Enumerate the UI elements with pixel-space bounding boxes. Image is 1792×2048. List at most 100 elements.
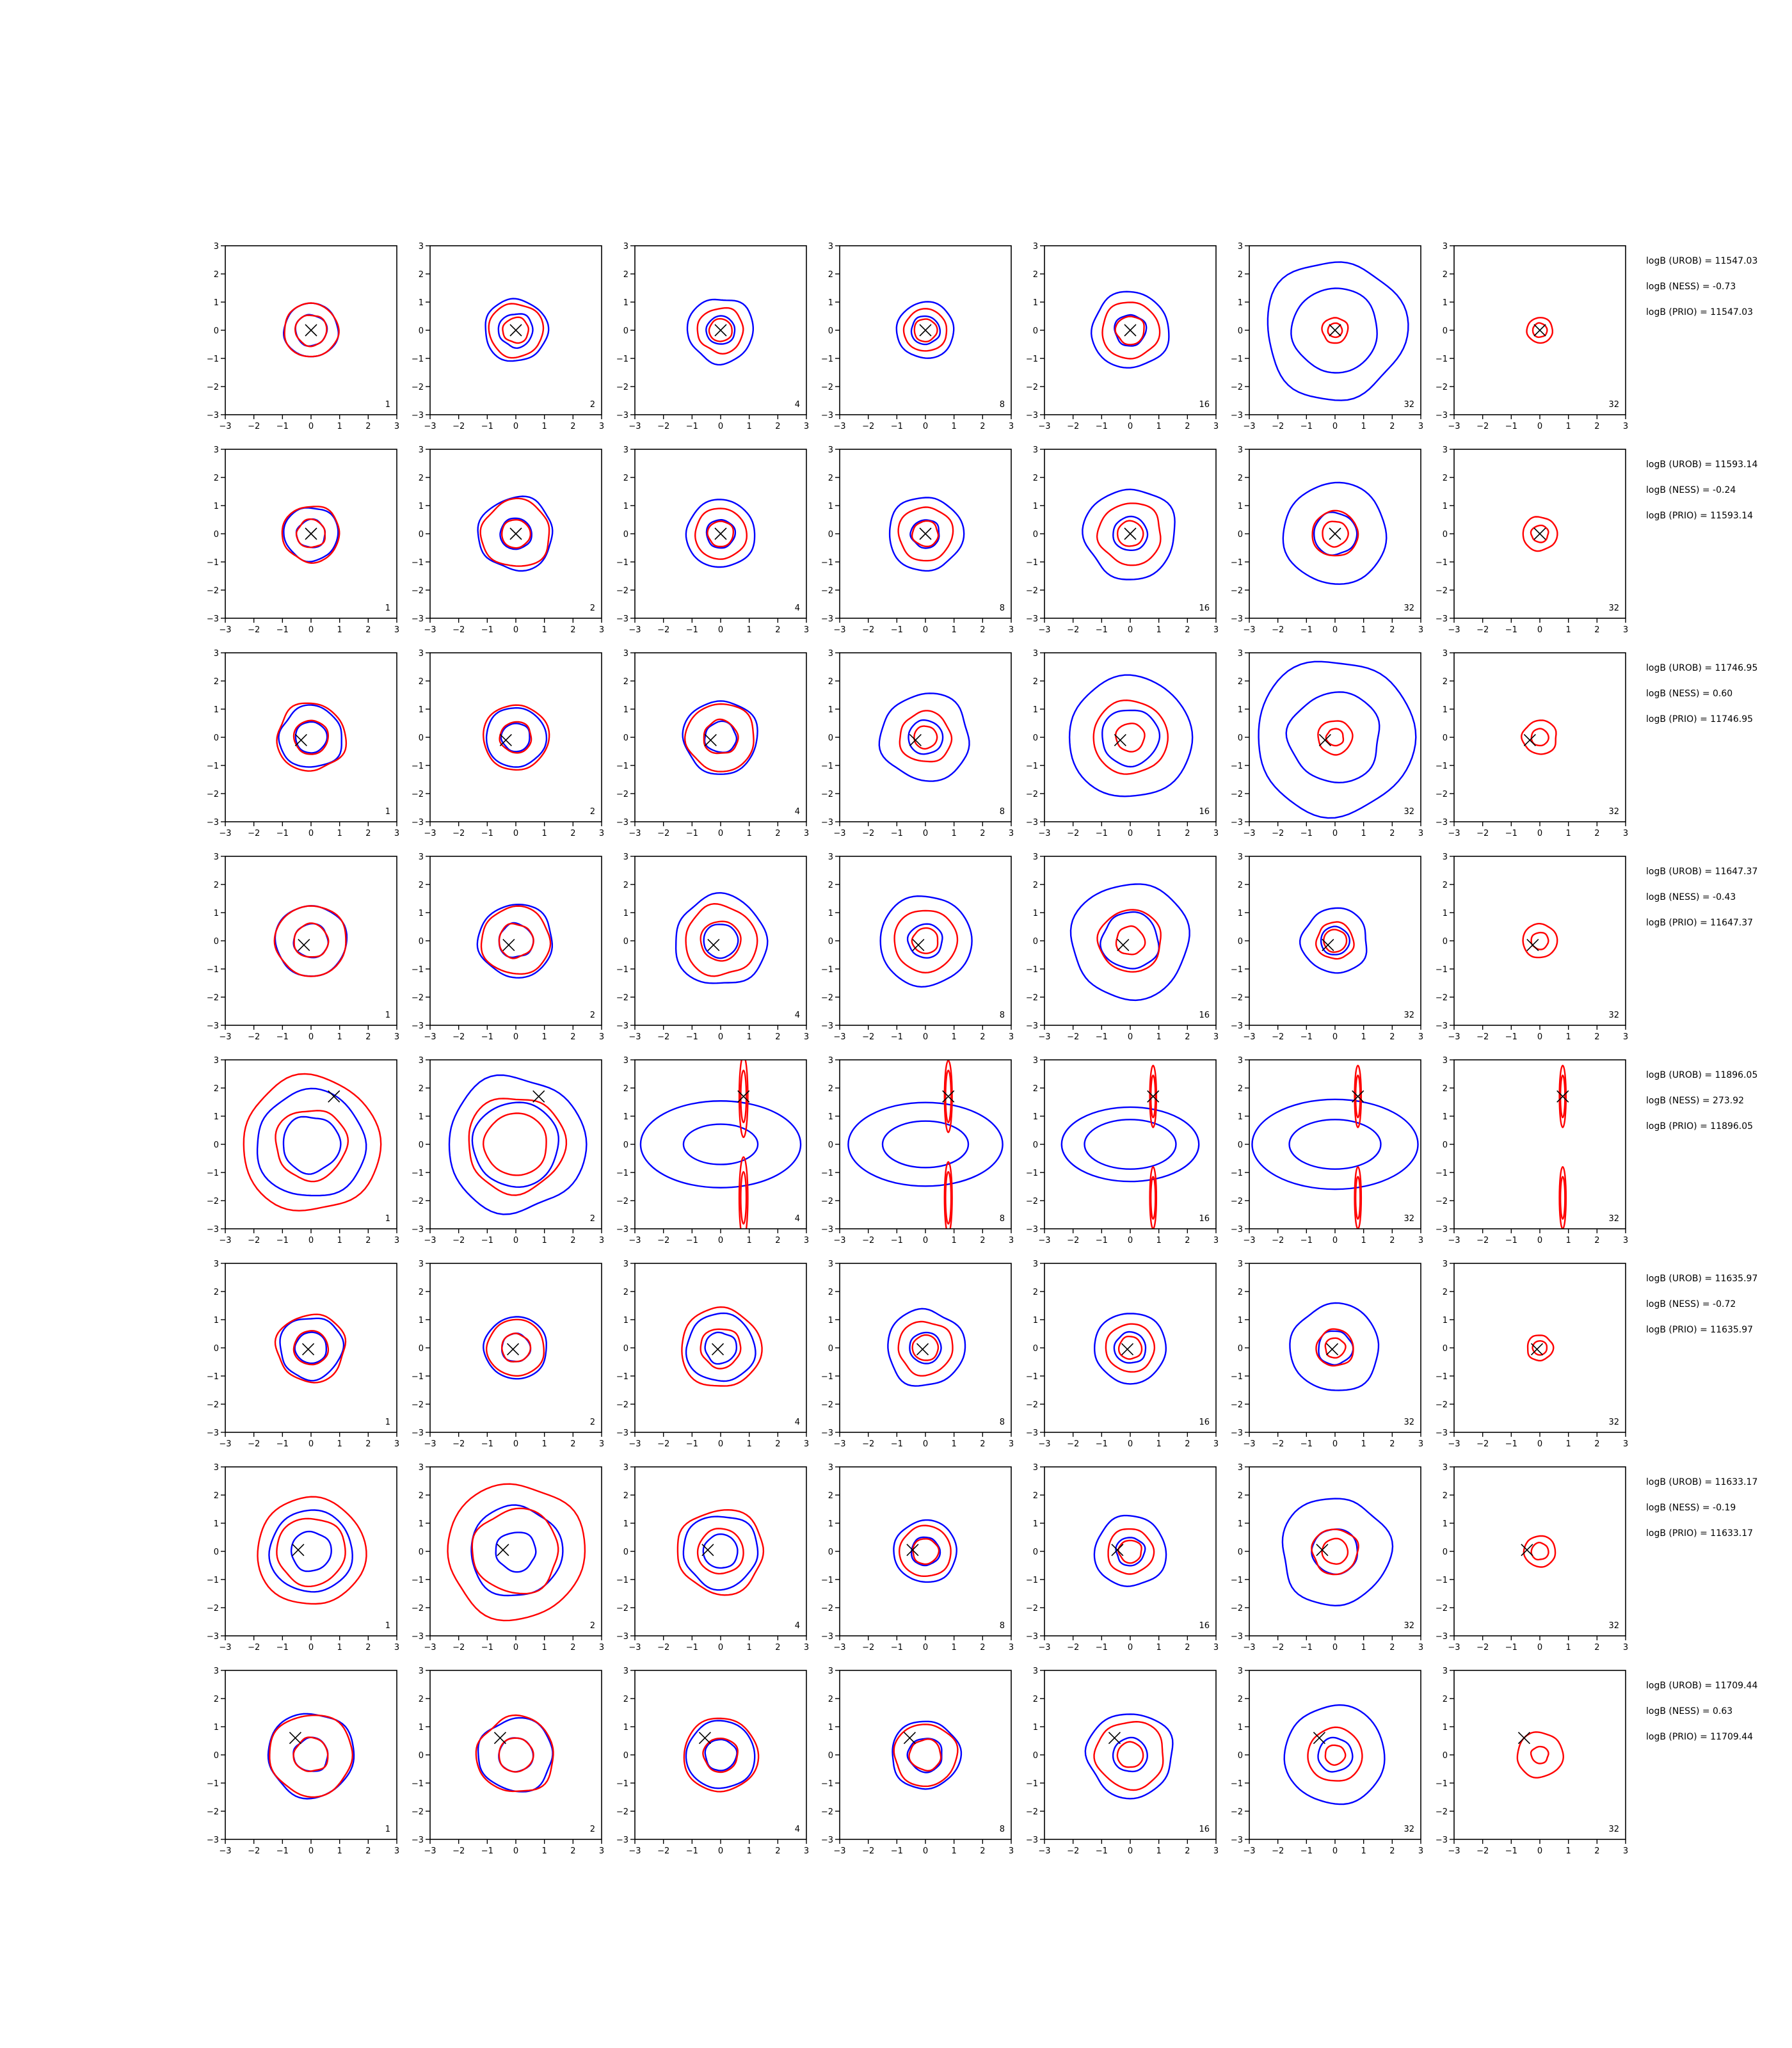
- y-tick-label: −1: [1026, 558, 1038, 568]
- y-tick-label: 2: [214, 1084, 219, 1094]
- x-marker: [506, 1343, 520, 1356]
- red-contour-1: [292, 1330, 330, 1366]
- y-tick-label: −3: [1436, 1225, 1448, 1235]
- y-tick-label: −1: [1026, 1169, 1038, 1178]
- red-contour-0: [1105, 1323, 1156, 1373]
- y-tick-label: −1: [1436, 1372, 1448, 1382]
- x-marker: [1316, 1544, 1329, 1556]
- x-tick-label: −1: [1505, 1032, 1517, 1042]
- contour-set: [1267, 261, 1409, 401]
- x-tick-label: 2: [1389, 829, 1395, 838]
- blue-contour-1: [1313, 511, 1358, 556]
- y-tick-label: 3: [419, 1056, 424, 1066]
- contour-set: [257, 1496, 367, 1605]
- x-tick-label: 0: [1332, 1846, 1338, 1856]
- y-tick-label: 3: [1033, 1056, 1038, 1066]
- panel-r0-c6: −3 −2 −1 0 1 2 3 −3 −2 −1 0 1 2 3 32: [1436, 242, 1628, 431]
- x-tick-label: 0: [1537, 422, 1542, 431]
- x-tick-label: −1: [276, 625, 289, 635]
- y-tick-label: −3: [821, 614, 833, 624]
- blue-contour-1: [1084, 1119, 1177, 1170]
- y-tick-label: 2: [214, 1288, 219, 1297]
- x-marker: [1322, 939, 1334, 952]
- blue-contour-0: [1069, 883, 1190, 1002]
- y-tick-label: 1: [828, 909, 833, 918]
- contour-set: [484, 298, 550, 362]
- x-tick-label: 1: [1156, 1032, 1162, 1042]
- x-tick-label: 2: [1594, 1032, 1599, 1042]
- y-tick-label: −3: [1231, 818, 1243, 828]
- x-tick-label: −1: [481, 1032, 493, 1042]
- x-tick-label: 0: [1537, 1439, 1542, 1449]
- y-tick-label: −3: [616, 1225, 628, 1235]
- x-marker: [704, 733, 717, 746]
- panel-number-label: 32: [1404, 1418, 1414, 1427]
- blue-contour-1: [294, 1331, 327, 1364]
- y-tick-label: −1: [207, 762, 219, 771]
- x-tick-label: −3: [628, 422, 641, 431]
- panel-number-label: 16: [1199, 1825, 1210, 1834]
- contour-set: [683, 1717, 760, 1793]
- blue-contour-1: [682, 1123, 759, 1165]
- y-tick-label: 2: [623, 474, 628, 483]
- y-tick-label: −2: [616, 1400, 628, 1410]
- logb-stat-text: logB (UROB) = 11896.05: [1646, 1070, 1757, 1080]
- y-tick-label: −2: [616, 993, 628, 1003]
- y-tick-label: −2: [616, 1807, 628, 1817]
- x-tick-label: 2: [570, 625, 575, 635]
- blue-contour-1: [1285, 691, 1380, 784]
- axes-frame: [1453, 1670, 1626, 1840]
- x-tick-label: −3: [628, 829, 641, 838]
- x-marker: [701, 1544, 714, 1556]
- y-tick-label: −3: [616, 411, 628, 420]
- axes-frame: [839, 1263, 1012, 1433]
- contour-set: [1558, 1064, 1567, 1229]
- panel-number-label: 8: [1000, 1418, 1005, 1427]
- panel-number-label: 32: [1608, 807, 1619, 817]
- x-tick-label: −1: [1096, 422, 1108, 431]
- panel-r6-c4: −3 −2 −1 0 1 2 3 −3 −2 −1 0 1 2 3 16: [1026, 1463, 1219, 1652]
- y-tick-label: −1: [616, 1576, 628, 1585]
- y-tick-label: 2: [419, 270, 424, 280]
- x-tick-label: −1: [891, 1643, 903, 1652]
- y-tick-label: 3: [1238, 1260, 1243, 1269]
- x-tick-label: 1: [747, 1846, 752, 1856]
- panel-number-label: 32: [1404, 1825, 1414, 1834]
- y-tick-label: −2: [616, 1604, 628, 1613]
- y-tick-label: −2: [1026, 993, 1038, 1003]
- blue-contour-1: [881, 1120, 970, 1169]
- red-contour-1: [1114, 316, 1145, 346]
- y-tick-label: −1: [1231, 762, 1243, 771]
- y-tick-label: −1: [412, 762, 424, 771]
- panel-number-label: 4: [795, 1011, 800, 1020]
- red-contour-0: [1526, 317, 1553, 344]
- x-tick-label: 2: [1594, 829, 1599, 838]
- red-contour-0: [447, 1483, 586, 1622]
- logb-stat-text: logB (UROB) = 11547.03: [1646, 256, 1757, 266]
- logb-stat-text: logB (PRIO) = 11593.14: [1646, 511, 1753, 521]
- logb-stat-text: logB (NESS) = 273.92: [1646, 1096, 1744, 1106]
- y-tick-label: 1: [1238, 298, 1243, 308]
- panel-r1-c6: −3 −2 −1 0 1 2 3 −3 −2 −1 0 1 2 3 32: [1436, 445, 1628, 635]
- panel-number-label: 2: [590, 1011, 595, 1020]
- x-marker: [1325, 1343, 1339, 1356]
- x-tick-label: 1: [1361, 625, 1366, 635]
- y-tick-label: −2: [1026, 1197, 1038, 1206]
- x-tick-label: −3: [833, 1643, 845, 1652]
- x-tick-label: 2: [570, 1236, 575, 1245]
- blue-contour-0: [484, 298, 550, 362]
- x-tick-label: −1: [276, 829, 289, 838]
- y-tick-label: 1: [1033, 298, 1038, 308]
- y-tick-label: 1: [419, 1112, 424, 1122]
- y-tick-label: 0: [623, 1140, 628, 1150]
- y-tick-label: −1: [821, 1169, 833, 1178]
- x-tick-label: 2: [980, 422, 985, 431]
- y-tick-label: −1: [1231, 1576, 1243, 1585]
- x-marker: [1111, 1544, 1124, 1556]
- y-tick-label: 0: [1033, 1751, 1038, 1761]
- logb-stat-text: logB (NESS) = 0.63: [1646, 1706, 1732, 1716]
- y-tick-label: −1: [821, 762, 833, 771]
- x-tick-label: 3: [1623, 1846, 1628, 1856]
- x-tick-label: −2: [452, 1643, 465, 1652]
- panel-r5-c1: −3 −2 −1 0 1 2 3 −3 −2 −1 0 1 2 3 2: [412, 1260, 604, 1449]
